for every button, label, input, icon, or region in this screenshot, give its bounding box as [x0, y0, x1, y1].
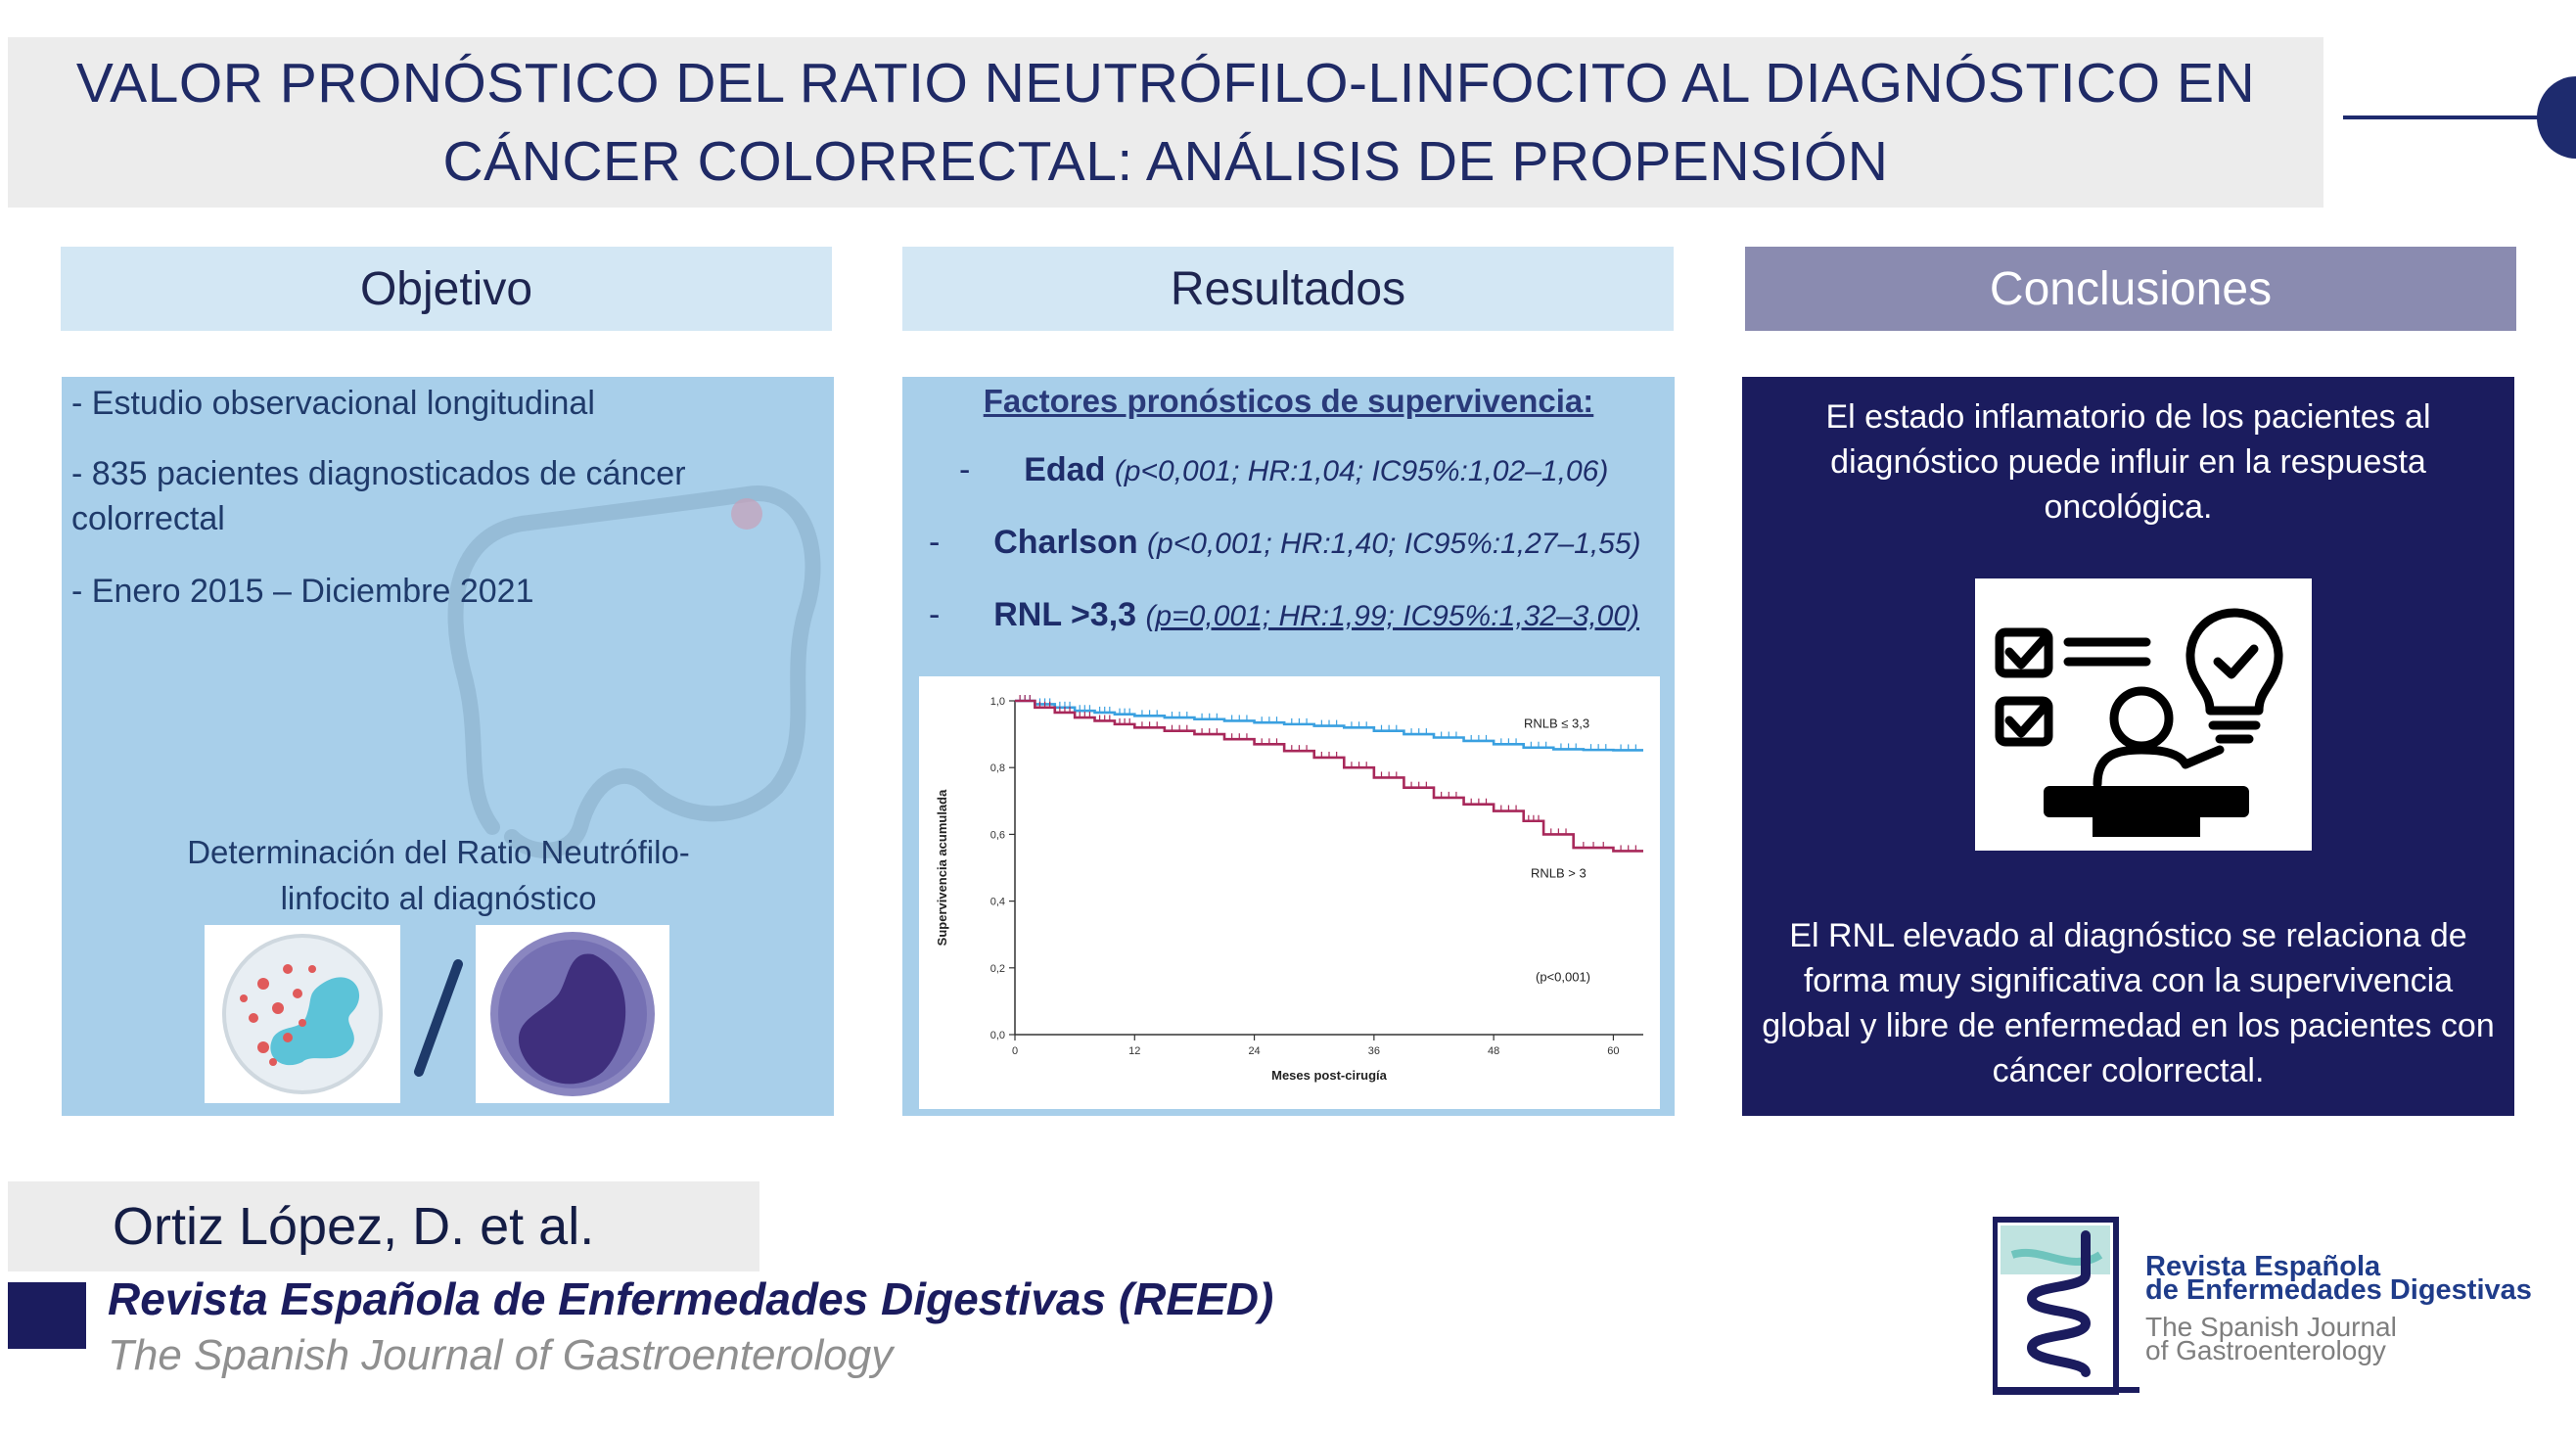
- x-tick-label: 60: [1607, 1045, 1619, 1057]
- logo-text-en-1: The Spanish Journal: [2145, 1312, 2397, 1342]
- journal-name: Revista Española de Enfermedades Digesti…: [108, 1273, 1274, 1324]
- divide-slash-icon: [414, 959, 463, 1077]
- objetivo-item-1: - Estudio observacional longitudinal: [71, 385, 595, 422]
- page-title: VALOR PRONÓSTICO DEL RATIO NEUTRÓFILO-LI…: [76, 44, 2255, 201]
- section-header-resultados: Resultados: [902, 247, 1674, 331]
- journal-name-english: The Spanish Journal of Gastroenterology: [108, 1331, 894, 1379]
- author-band: [8, 1181, 759, 1271]
- lymphocyte-icon: [490, 932, 655, 1096]
- objetivo-item-2: - 835 pacientes diagnosticados de cáncer…: [71, 455, 686, 537]
- determination-text: Determinación del Ratio Neutrófilo-linfo…: [187, 834, 690, 916]
- factor-name: Charlson: [993, 524, 1138, 561]
- factor-stats: (p=0,001; HR:1,99; IC95%:1,32–3,00): [1145, 600, 1640, 632]
- section-header-conclusiones: Conclusiones: [1745, 247, 2516, 331]
- lymphocyte-image: [476, 925, 669, 1103]
- author-name: Ortiz López, D. et al.: [113, 1197, 595, 1256]
- factor-edad: - Edad (p<0,001; HR:1,04; IC95%:1,02–1,0…: [959, 451, 1608, 489]
- y-tick-label: 0,0: [990, 1030, 1005, 1041]
- logo-text-en-2: of Gastroenterology: [2145, 1335, 2386, 1365]
- logo-text-es-1: Revista Española: [2145, 1251, 2381, 1282]
- factor-charlson: - Charlson (p<0,001; HR:1,40; IC95%:1,27…: [929, 524, 1641, 562]
- survival-chart: 0,0 0,2 0,4 0,6 0,8 1,0 0 12 24 36 48 60 Meses post-…: [919, 676, 1660, 1109]
- factor-dash: -: [929, 524, 941, 561]
- y-tick-label: 1,0: [990, 696, 1005, 708]
- resultados-panel: Factores pronósticos de supervivencia: -…: [902, 377, 1675, 1116]
- checklist-person-lightbulb-icon: [1995, 608, 2283, 837]
- y-axis-label: Supervivencia acumulada: [935, 789, 949, 946]
- objetivo-item-3: - Enero 2015 – Diciembre 2021: [71, 573, 534, 610]
- x-tick-label: 48: [1488, 1045, 1499, 1057]
- series-label-2: RNLB > 3: [1531, 866, 1587, 881]
- factors-title: Factores pronósticos de supervivencia:: [983, 383, 1594, 419]
- y-tick-label: 0,8: [990, 763, 1005, 774]
- survival-chart-svg: 0,0 0,2 0,4 0,6 0,8 1,0 0 12 24 36 48 60 Meses post-…: [935, 695, 1643, 1083]
- neutrophil-icon: [222, 934, 383, 1094]
- logo-text-es-2: de Enfermedades Digestivas: [2145, 1274, 2532, 1306]
- conclusion-illustration: [1975, 578, 2312, 851]
- title-line-1: VALOR PRONÓSTICO DEL RATIO NEUTRÓFILO-LI…: [75, 52, 2256, 115]
- objetivo-panel: - Estudio observacional longitudinal - 8…: [62, 377, 834, 1116]
- x-tick-label: 12: [1128, 1045, 1140, 1057]
- journal-logo-icon: [1993, 1217, 2139, 1395]
- factor-stats: (p<0,001; HR:1,40; IC95%:1,27–1,55): [1147, 528, 1641, 560]
- y-tick-label: 0,4: [990, 897, 1005, 908]
- x-tick-label: 0: [1012, 1045, 1018, 1057]
- title-band: VALOR PRONÓSTICO DEL RATIO NEUTRÓFILO-LI…: [8, 37, 2323, 208]
- conclusiones-panel: El estado inflamatorio de los pacientes …: [1742, 377, 2514, 1116]
- title-line-2: CÁNCER COLORRECTAL: ANÁLISIS DE PROPENSI…: [442, 130, 1889, 193]
- x-tick-label: 36: [1368, 1045, 1380, 1057]
- colon-watermark-icon: [447, 485, 821, 858]
- y-tick-label: 0,2: [990, 963, 1005, 975]
- section-header-objetivo: Objetivo: [61, 247, 832, 331]
- conclusion-text-1: El estado inflamatorio de los pacientes …: [1825, 398, 2431, 526]
- conclusion-text-2: El RNL elevado al diagnóstico se relacio…: [1762, 917, 2495, 1089]
- factor-dash: -: [959, 451, 971, 488]
- y-tick-label: 0,6: [990, 829, 1005, 841]
- factor-stats: (p<0,001; HR:1,04; IC95%:1,02–1,06): [1114, 455, 1609, 487]
- series-label-1: RNLB ≤ 3,3: [1524, 716, 1589, 730]
- neutrophil-image: [205, 925, 400, 1103]
- x-axis-label: Meses post-cirugía: [1271, 1068, 1388, 1083]
- series-line-2: [1015, 699, 1643, 853]
- journal-square-marker: [8, 1282, 86, 1349]
- journal-logo: Revista Española de Enfermedades Digesti…: [1993, 1216, 2537, 1396]
- factor-rnl: - RNL >3,3 (p=0,001; HR:1,99; IC95%:1,32…: [929, 596, 1639, 634]
- factor-name: RNL >3,3: [993, 596, 1137, 633]
- decorative-line: [2343, 116, 2551, 119]
- x-tick-label: 24: [1248, 1045, 1260, 1057]
- factor-dash: -: [929, 596, 941, 633]
- chart-annotation: (p<0,001): [1536, 969, 1590, 984]
- factor-name: Edad: [1024, 451, 1106, 488]
- decorative-circle: [2537, 76, 2576, 159]
